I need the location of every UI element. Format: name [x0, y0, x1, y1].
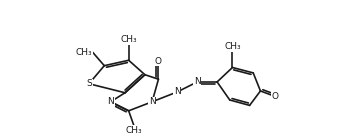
Text: N: N [194, 77, 201, 86]
Text: N: N [174, 87, 181, 96]
Text: CH₃: CH₃ [76, 48, 92, 57]
Text: N: N [107, 97, 114, 106]
Text: O: O [271, 92, 279, 101]
Text: CH₃: CH₃ [126, 126, 142, 135]
Text: N: N [149, 97, 156, 106]
Text: O: O [155, 57, 162, 66]
Text: CH₃: CH₃ [120, 35, 137, 44]
Text: CH₃: CH₃ [224, 42, 241, 51]
Text: S: S [86, 79, 92, 88]
